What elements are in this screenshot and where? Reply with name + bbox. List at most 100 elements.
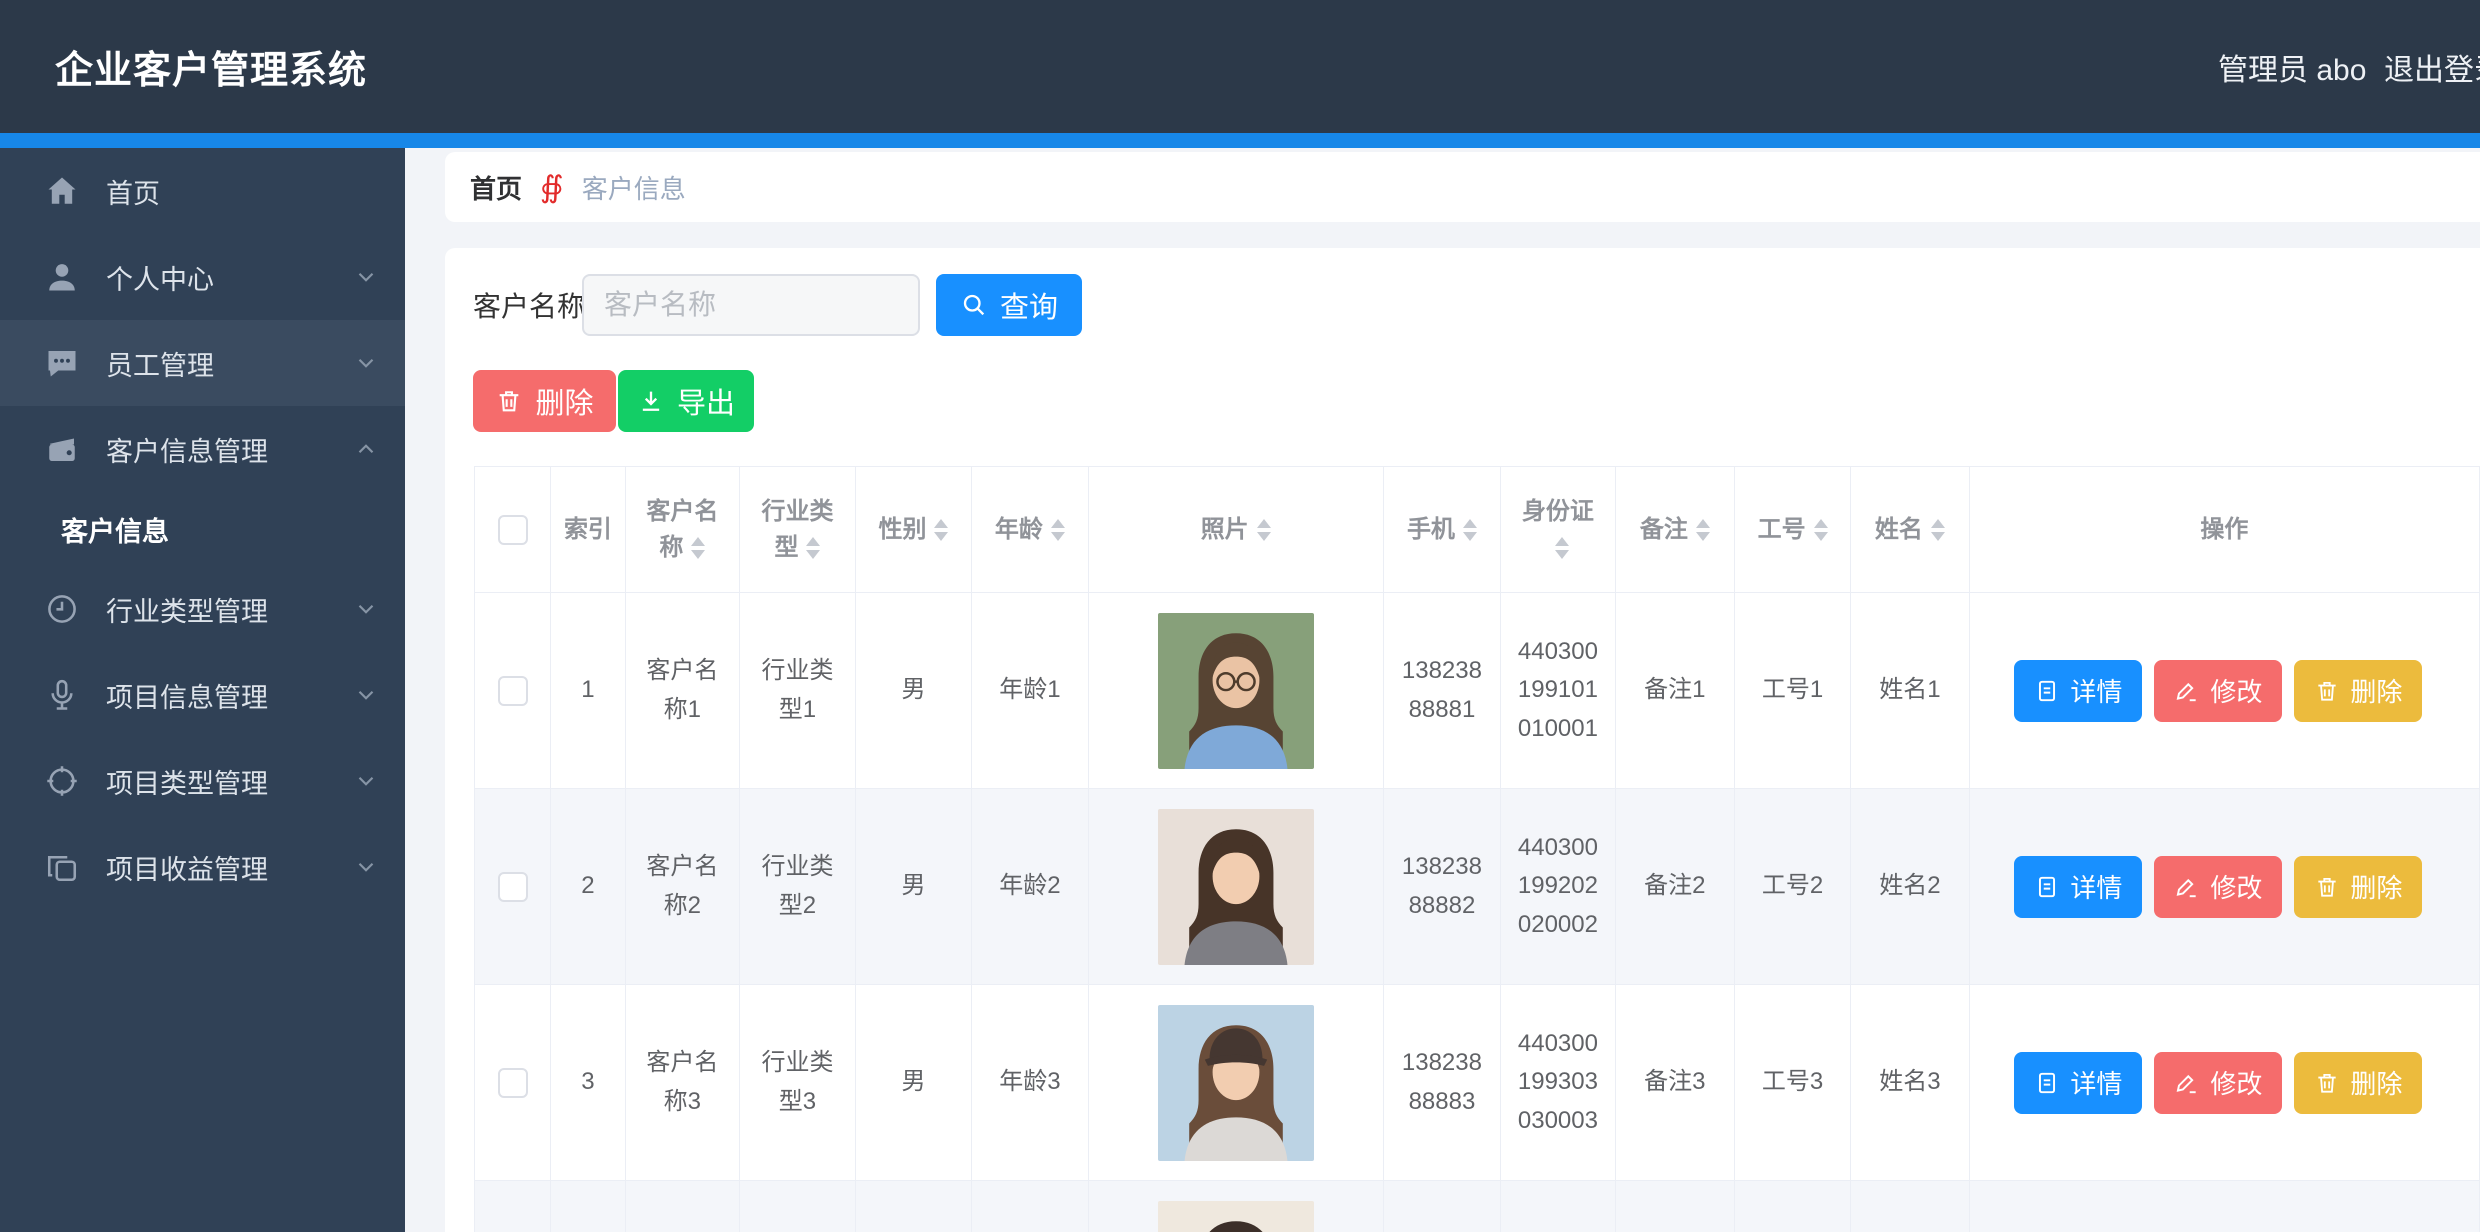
sort-caret[interactable]	[1554, 537, 1569, 560]
cell-actions: 详情修改删除	[1968, 788, 2480, 985]
cell-phone: 13823888881	[1382, 592, 1502, 789]
delete-row-button[interactable]: 删除	[2294, 855, 2423, 918]
sidebar-item-6[interactable]: 行业类型管理	[0, 566, 405, 652]
cell-remark	[1614, 1180, 1736, 1232]
column-header-remark[interactable]: 备注	[1614, 466, 1736, 593]
column-header-id_card[interactable]: 身份证	[1500, 466, 1616, 593]
sidebar-item-8[interactable]: 项目类型管理	[0, 738, 405, 824]
trash-icon	[2314, 678, 2340, 704]
column-header-photo[interactable]: 照片	[1087, 466, 1384, 593]
edit-button[interactable]: 修改	[2154, 1051, 2283, 1114]
delete-row-button[interactable]: 删除	[2294, 1051, 2423, 1114]
detail-button[interactable]: 详情	[2014, 1051, 2143, 1114]
cell-gender: 男	[854, 788, 972, 985]
cell-name: 客户名称3	[624, 984, 740, 1181]
customer-photo[interactable]	[1157, 1200, 1314, 1232]
breadcrumb-home[interactable]: 首页	[470, 173, 523, 204]
chevron-down-icon	[353, 596, 379, 622]
export-button[interactable]: 导出	[618, 370, 754, 432]
sidebar-item-label: 客户信息	[61, 516, 169, 547]
select-all-checkbox[interactable]	[497, 514, 528, 545]
sidebar-item-label: 项目信息管理	[106, 682, 268, 713]
breadcrumb-separator-icon: ∯	[540, 170, 564, 204]
sort-caret[interactable]	[1050, 519, 1065, 542]
row-select-cell	[473, 984, 552, 1181]
column-header-age[interactable]: 年龄	[970, 466, 1089, 593]
delete-row-button[interactable]: 删除	[2294, 659, 2423, 722]
cell-index	[550, 1180, 626, 1232]
query-button[interactable]: 查询	[936, 274, 1082, 336]
cell-age: 年龄3	[970, 984, 1089, 1181]
column-header-gender[interactable]: 性别	[854, 466, 972, 593]
column-header-phone[interactable]: 手机	[1382, 466, 1502, 593]
column-header-job_no[interactable]: 工号	[1734, 466, 1852, 593]
sort-caret[interactable]	[806, 537, 821, 560]
clock-icon	[44, 591, 80, 627]
nav-logout-link[interactable]: 退出登录	[2384, 53, 2480, 87]
aim-icon	[44, 763, 80, 799]
trash-icon	[2314, 1070, 2340, 1096]
cell-index: 3	[550, 984, 626, 1181]
nav-admin-user[interactable]: 管理员 abo	[2218, 53, 2367, 87]
chat-icon	[44, 345, 80, 381]
cell-name: 客户名称2	[624, 788, 740, 985]
select-row-checkbox[interactable]	[497, 675, 528, 706]
sidebar-item-1[interactable]: 首页	[0, 148, 405, 234]
cell-remark: 备注1	[1614, 592, 1736, 789]
sidebar-item-4[interactable]: 客户信息管理	[0, 406, 405, 492]
batch-delete-button[interactable]: 删除	[473, 370, 616, 432]
cell-actions: 详情修改删除	[1968, 984, 2480, 1181]
cell-job_no: 工号3	[1734, 984, 1852, 1181]
row-select-cell	[473, 788, 552, 985]
cell-gender: 男	[854, 592, 972, 789]
column-header-industry[interactable]: 行业类型	[738, 466, 856, 593]
chevron-down-icon	[353, 768, 379, 794]
sort-caret[interactable]	[691, 537, 706, 560]
cell-phone: 13823888882	[1382, 788, 1502, 985]
select-row-checkbox[interactable]	[497, 871, 528, 902]
sidebar-item-9[interactable]: 项目收益管理	[0, 824, 405, 910]
edit-button[interactable]: 修改	[2154, 855, 2283, 918]
home-icon	[44, 173, 80, 209]
detail-button[interactable]: 详情	[2014, 855, 2143, 918]
customer-name-input[interactable]	[582, 274, 920, 336]
customer-name-label: 客户名称	[473, 291, 586, 322]
sort-caret[interactable]	[934, 519, 949, 542]
trash-icon	[2314, 874, 2340, 900]
select-row-checkbox[interactable]	[497, 1067, 528, 1098]
cell-name: 客户名称1	[624, 592, 740, 789]
cell-real_name	[1850, 1180, 1970, 1232]
sidebar-item-3[interactable]: 员工管理	[0, 320, 405, 406]
customer-photo[interactable]	[1157, 1004, 1314, 1161]
sidebar-item-7[interactable]: 项目信息管理	[0, 652, 405, 738]
cell-remark: 备注3	[1614, 984, 1736, 1181]
detail-button[interactable]: 详情	[2014, 659, 2143, 722]
sort-caret[interactable]	[1256, 519, 1271, 542]
column-header-real_name[interactable]: 姓名	[1850, 466, 1970, 593]
cell-real_name: 姓名3	[1850, 984, 1970, 1181]
table-row: 1 客户名称1 行业类型1 男年龄1 13823888881 44030019910101…	[473, 592, 2480, 789]
accent-strip	[0, 133, 2480, 148]
column-header-checkbox	[473, 466, 552, 593]
sidebar-item-2[interactable]: 个人中心	[0, 234, 405, 320]
cell-age: 年龄1	[970, 592, 1089, 789]
column-header-actions: 操作	[1968, 466, 2480, 593]
table-row: 2 客户名称2 行业类型2 男年龄2 13823888882 44030019920202…	[473, 788, 2480, 985]
edit-button[interactable]: 修改	[2154, 659, 2283, 722]
sidebar-item-5[interactable]: 客户信息	[0, 492, 405, 566]
customer-photo[interactable]	[1157, 808, 1314, 965]
cell-id_card: 440300199303030003	[1500, 984, 1616, 1181]
cell-job_no: 工号2	[1734, 788, 1852, 985]
breadcrumb-current: 客户信息	[581, 173, 686, 204]
customer-photo[interactable]	[1157, 612, 1314, 769]
sort-caret[interactable]	[1813, 519, 1828, 542]
sidebar-item-label: 个人中心	[106, 264, 214, 295]
sidebar-menu: 首页个人中心员工管理 客户信息管理客户信息行业类型管理项目信息管理项目类型管理 项目…	[0, 148, 405, 1232]
sort-caret[interactable]	[1930, 519, 1945, 542]
cell-photo	[1087, 1180, 1384, 1232]
sort-caret[interactable]	[1462, 519, 1477, 542]
sort-caret[interactable]	[1695, 519, 1710, 542]
column-header-name[interactable]: 客户名称	[624, 466, 740, 593]
